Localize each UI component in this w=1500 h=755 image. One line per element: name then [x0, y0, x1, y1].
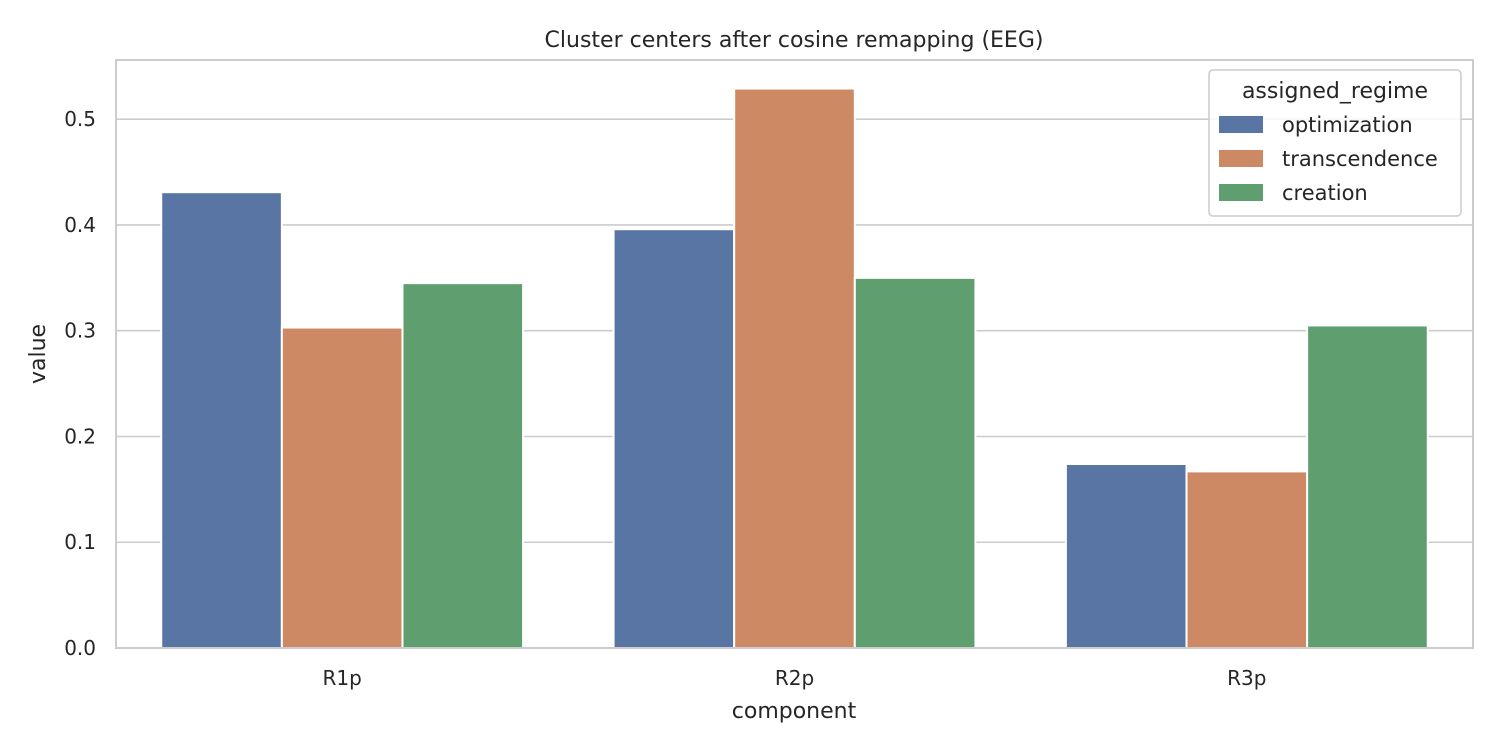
plot-frame	[115, 59, 1474, 649]
y-axis-label: value	[26, 324, 51, 384]
bar-creation-R1p	[401, 282, 525, 649]
y-tick-labels: 0.0 0.1 0.2 0.3 0.4 0.5	[64, 107, 96, 660]
bar-transcendence-R2p	[733, 87, 856, 649]
bars	[160, 87, 1429, 650]
bar-creation-R2p	[853, 276, 977, 649]
legend-label: optimization	[1282, 113, 1413, 137]
legend-label: creation	[1282, 181, 1368, 205]
x-tick-labels: R1p R2p R3p	[323, 666, 1267, 690]
bar-optimization-R3p	[1064, 462, 1188, 650]
legend-box	[1208, 69, 1462, 217]
y-tick-label: 0.5	[64, 107, 96, 131]
y-tick-label: 0.4	[64, 213, 96, 237]
x-tick-label: R3p	[1227, 666, 1266, 690]
chart-title: Cluster centers after cosine remapping (…	[545, 28, 1044, 53]
legend-swatch-transcendence	[1219, 150, 1263, 167]
bar-optimization-R2p	[612, 228, 736, 650]
legend-swatch-creation	[1219, 184, 1263, 201]
bar-creation-R3p	[1306, 324, 1429, 649]
legend-label: transcendence	[1282, 147, 1438, 171]
x-tick-label: R2p	[775, 666, 814, 690]
x-tick-label: R1p	[323, 666, 362, 690]
legend: assigned_regime optimization transcendenc…	[1208, 69, 1462, 217]
legend-swatch-optimization	[1219, 116, 1263, 133]
bar-transcendence-R3p	[1185, 470, 1309, 649]
y-tick-label: 0.2	[64, 424, 96, 448]
x-axis-label: component	[732, 699, 857, 724]
y-tick-label: 0.3	[64, 319, 96, 343]
y-tick-label: 0.0	[64, 636, 96, 660]
bar-transcendence-R1p	[280, 326, 404, 649]
y-tick-label: 0.1	[64, 530, 96, 554]
legend-items: optimization transcendence creation	[1219, 113, 1438, 205]
legend-title: assigned_regime	[1242, 79, 1428, 104]
bar-optimization-R1p	[160, 191, 283, 649]
